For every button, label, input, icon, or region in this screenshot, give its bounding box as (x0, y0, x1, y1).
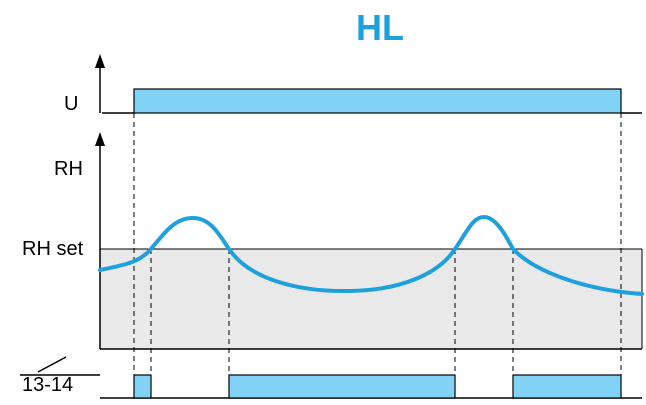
setpoint-band (100, 249, 642, 349)
diagram-title: HL (356, 7, 404, 48)
humidity-axis-arrow (95, 132, 105, 146)
supply-pulse (133, 88, 622, 114)
supply-label: U (64, 93, 79, 115)
humidity-curve (98, 214, 644, 296)
setpoint-label: RH set (22, 238, 84, 260)
contact-pulse-2 (228, 374, 456, 399)
supply-axis-arrow (95, 54, 105, 68)
contact-pulse-1 (133, 374, 152, 399)
contact-switch-arm (37, 356, 67, 373)
humidity-axis-label: RH (54, 158, 83, 180)
contact-pulse-3 (512, 374, 622, 399)
contact-label: 13-14 (22, 374, 74, 396)
